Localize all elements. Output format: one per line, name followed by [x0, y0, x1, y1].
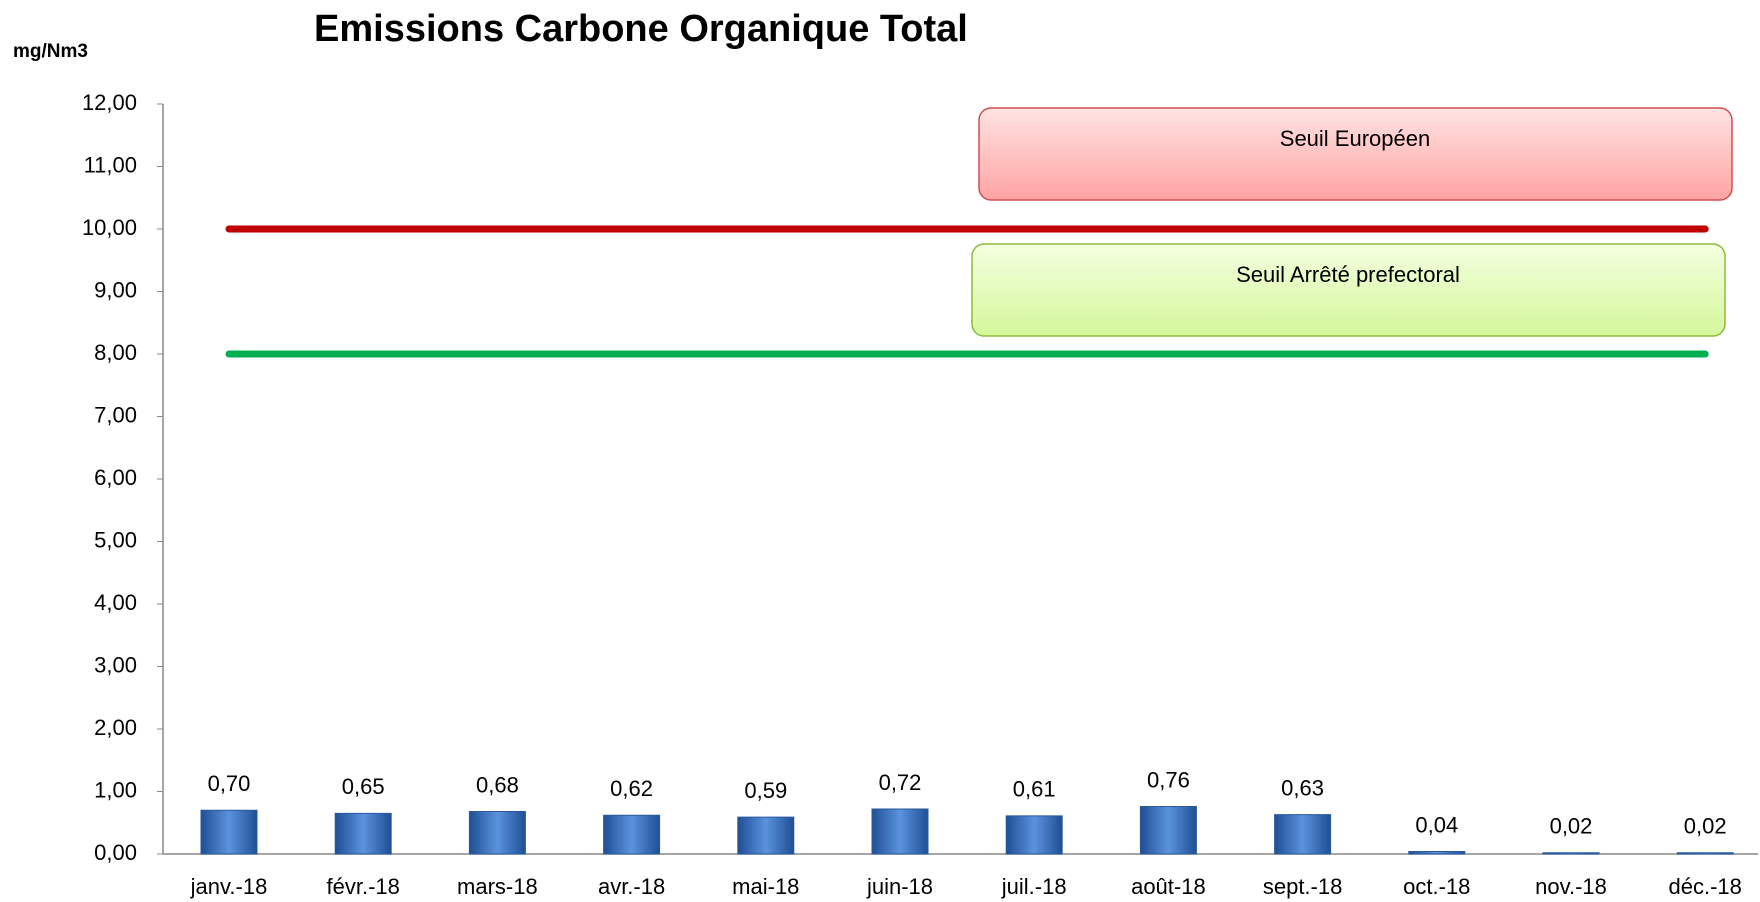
bar [1542, 852, 1600, 855]
data-label: 0,04 [1415, 812, 1458, 837]
y-tick-label: 11,00 [84, 152, 137, 177]
x-tick-label: mai-18 [732, 874, 799, 899]
data-label: 0,76 [1147, 767, 1190, 792]
threshold-label: Seuil Européen [1280, 126, 1430, 151]
data-label: 0,02 [1684, 814, 1727, 839]
y-tick-label: 5,00 [94, 527, 137, 552]
x-tick-label: nov.-18 [1535, 874, 1607, 899]
data-label: 0,65 [342, 774, 385, 799]
bar [1274, 814, 1332, 855]
y-tick-label: 2,00 [94, 715, 137, 740]
y-tick-label: 9,00 [94, 277, 137, 302]
data-label: 0,62 [610, 776, 653, 801]
x-tick-label: avr.-18 [598, 874, 665, 899]
threshold-label: Seuil Arrêté prefectoral [1236, 262, 1460, 287]
bar [468, 811, 526, 855]
y-tick-label: 3,00 [94, 652, 137, 677]
y-tick-label: 6,00 [94, 465, 137, 490]
y-tick-label: 1,00 [94, 777, 137, 802]
x-tick-label: oct.-18 [1403, 874, 1470, 899]
data-label: 0,72 [879, 770, 922, 795]
x-tick-label: févr.-18 [327, 874, 400, 899]
data-label: 0,02 [1550, 814, 1593, 839]
data-label: 0,63 [1281, 775, 1324, 800]
y-tick-label: 8,00 [94, 340, 137, 365]
bar [1408, 851, 1466, 855]
bar [1139, 806, 1197, 855]
bar [737, 816, 795, 855]
y-tick-label: 4,00 [94, 590, 137, 615]
y-axis-label: mg/Nm3 [13, 41, 88, 62]
data-label: 0,61 [1013, 777, 1056, 802]
x-tick-label: mars-18 [457, 874, 538, 899]
x-tick-label: août-18 [1131, 874, 1206, 899]
data-label: 0,59 [744, 778, 787, 803]
bar [1676, 852, 1734, 855]
x-tick-label: janv.-18 [190, 874, 268, 899]
y-tick-label: 7,00 [94, 402, 137, 427]
threshold-box [971, 243, 1726, 337]
threshold-box [978, 107, 1733, 201]
bar [1005, 815, 1063, 855]
y-tick-label: 12,00 [82, 90, 137, 115]
x-tick-label: sept.-18 [1263, 874, 1343, 899]
y-tick-label: 0,00 [94, 840, 137, 865]
chart-title: Emissions Carbone Organique Total [314, 8, 968, 50]
bar [200, 809, 258, 855]
x-tick-label: juil.-18 [1001, 874, 1067, 899]
y-tick-label: 10,00 [82, 215, 137, 240]
data-label: 0,68 [476, 772, 519, 797]
data-label: 0,70 [208, 771, 251, 796]
x-tick-label: déc.-18 [1669, 874, 1742, 899]
x-tick-label: juin-18 [866, 874, 933, 899]
bar [603, 814, 661, 855]
bar [334, 812, 392, 855]
bar [871, 808, 929, 855]
